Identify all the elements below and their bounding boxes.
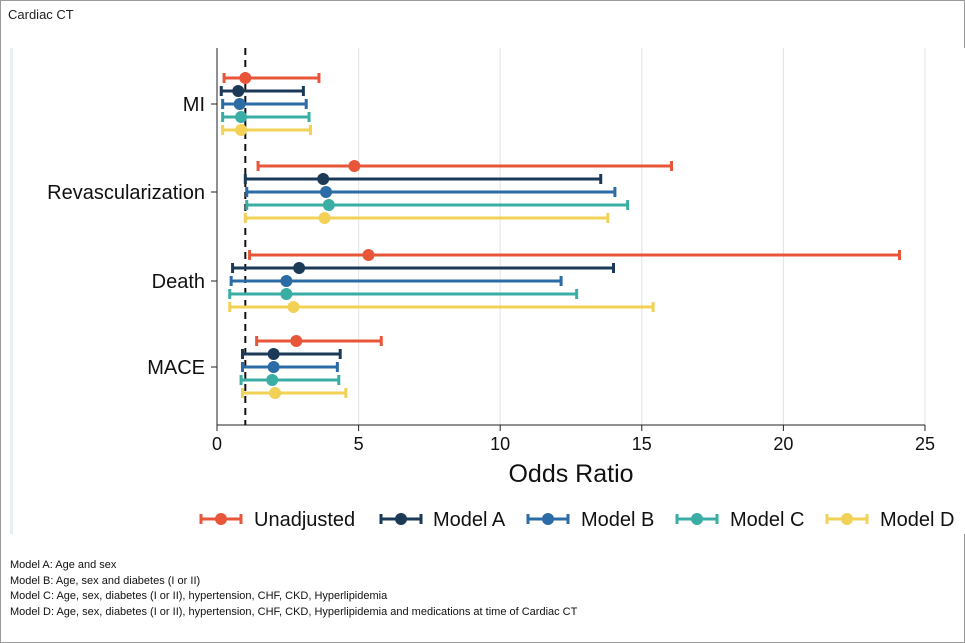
model-c-mi-point [235,111,248,123]
unadjusted-mace-point [290,335,303,347]
unadjusted-revascularization-point [348,160,361,172]
model-b-mi-point [233,98,246,110]
x-tick-label-25: 25 [915,434,935,454]
y-label-revascularization: Revascularization [47,182,205,204]
model-d-mace-point [269,387,282,399]
y-label-mace: MACE [147,357,205,379]
model-c-mace-point [266,374,279,386]
model-a-mace-point [267,348,280,360]
forest-plot: 0 5 10 15 20 25 Odds Ratio MI Revascularization D… [47,48,954,531]
legend-label-model-c: Model C [730,509,804,531]
x-tick-label-10: 10 [490,434,510,454]
legend-label-model-d: Model D [880,509,954,531]
legend-marker-unadjusted [215,513,227,525]
legend-marker-model-b [542,513,554,525]
model-b-death-point [280,275,293,287]
x-tick-label-5: 5 [354,434,364,454]
x-tick-label-15: 15 [632,434,652,454]
legend-label-model-a: Model A [433,509,506,531]
legend-marker-model-a [395,513,407,525]
model-c-death-point [280,288,293,300]
y-label-mi: MI [183,94,205,116]
footnotes: Model A: Age and sex Model B: Age, sex a… [10,558,577,620]
footnote-model-b: Model B: Age, sex and diabetes (I or II) [10,574,201,587]
model-a-mi-point [232,85,245,97]
unadjusted-death-point [362,249,375,261]
unadjusted-mi-point [239,72,252,84]
legend-label-model-b: Model B [581,509,654,531]
figure-title: Cardiac CT [8,7,74,22]
y-label-death: Death [152,271,205,293]
model-a-death-point [293,262,306,274]
x-axis-title: Odds Ratio [508,460,633,488]
x-tick-label-20: 20 [773,434,793,454]
footnote-model-a: Model A: Age and sex [10,559,117,571]
footnote-model-d: Model D: Age, sex, diabetes (I or II), h… [10,605,578,618]
x-tick-label-0: 0 [212,434,222,454]
legend-marker-model-d [841,513,853,525]
legend-label-unadjusted: Unadjusted [254,509,355,531]
model-d-revascularization-point [318,212,331,224]
model-b-mace-point [267,361,280,373]
model-a-revascularization-point [317,173,330,185]
footnote-model-c: Model C: Age, sex, diabetes (I or II), h… [10,590,388,602]
model-d-mi-point [235,124,248,136]
model-c-revascularization-point [322,199,335,211]
model-d-death-point [287,301,300,313]
plot-panel [10,48,965,534]
model-b-revascularization-point [320,186,333,198]
legend-marker-model-c [691,513,703,525]
